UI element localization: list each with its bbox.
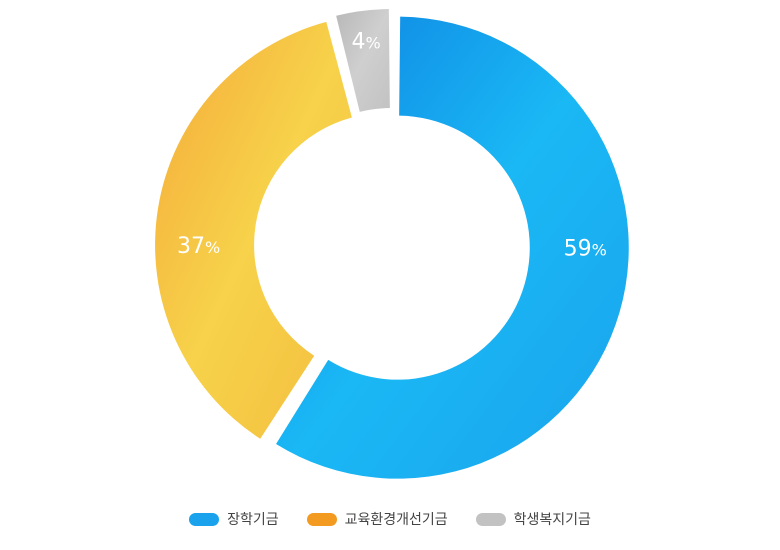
- legend-swatch-education-environment: [306, 512, 337, 526]
- legend-item-student-welfare[interactable]: 학생복지기금: [475, 509, 591, 529]
- slice-label-2: 4%: [351, 30, 380, 55]
- slice-label-0: 59%: [564, 237, 607, 262]
- legend-label-student-welfare: 학생복지기금: [513, 512, 591, 528]
- legend-swatch-student-welfare: [475, 512, 506, 526]
- slice-label-1: 37%: [177, 234, 220, 259]
- legend-item-education-environment[interactable]: 교육환경개선기금: [306, 509, 448, 529]
- slice-1[interactable]: [155, 21, 352, 439]
- labels-group: 59% 37% 4%: [177, 30, 607, 262]
- legend: 장학기금 교육환경개선기금 학생복지기금: [0, 508, 780, 530]
- legend-swatch-scholarship: [189, 512, 220, 526]
- slices-group: [155, 9, 629, 479]
- legend-label-scholarship: 장학기금: [227, 512, 279, 528]
- legend-label-education-environment: 교육환경개선기금: [344, 512, 448, 528]
- legend-item-scholarship[interactable]: 장학기금: [189, 509, 279, 529]
- slice-2[interactable]: [336, 9, 390, 112]
- slice-0[interactable]: [276, 16, 629, 479]
